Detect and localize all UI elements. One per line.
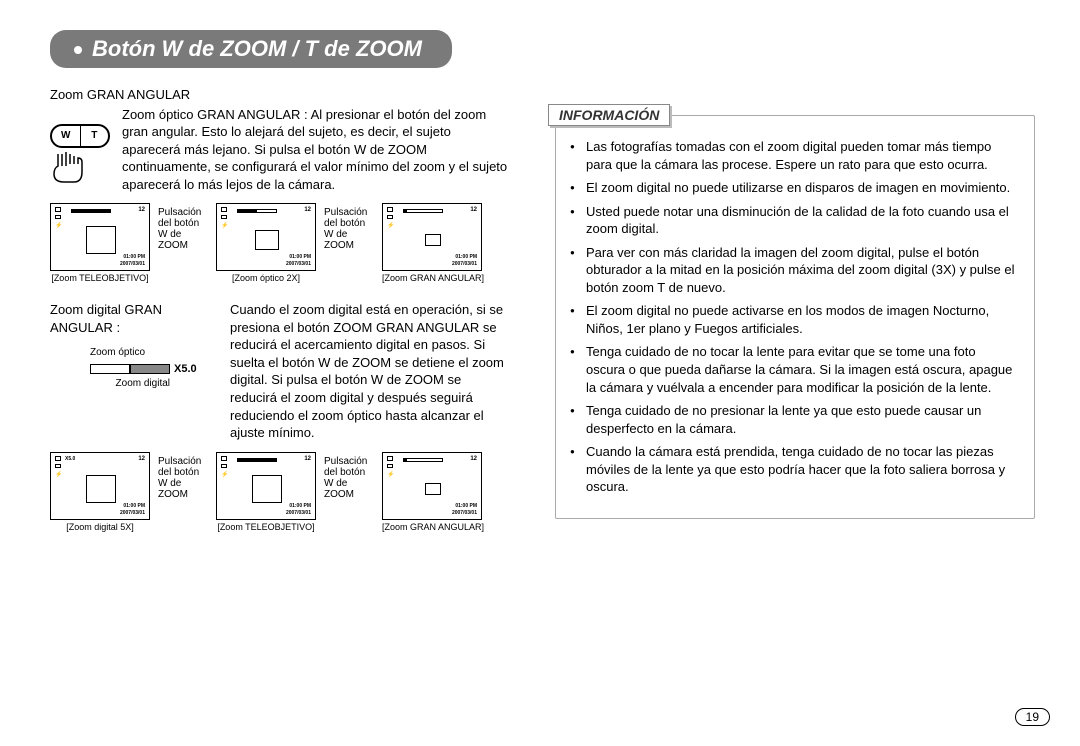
wt-button-diagram: WT [50,124,110,184]
info-item: Para ver con más claridad la imagen del … [586,244,1018,297]
para2-text: Cuando el zoom digital está en operación… [230,301,510,441]
para1-lead: Zoom óptico GRAN ANGULAR : [122,107,308,122]
para2-lead: Zoom digital GRAN ANGULAR : [50,302,162,335]
w-label: W [52,126,80,146]
heading-wide: Zoom GRAN ANGULAR [50,86,510,104]
screen-tele: ⚡ 12 01:00 PM 2007/03/01 [50,203,150,271]
screen-2x: ⚡ 12 01:00 PM 2007/03/01 [216,203,316,271]
screens-row-1: ⚡ 12 01:00 PM 2007/03/01 [Zoom TELEOBJET… [50,203,510,283]
info-item: El zoom digital no puede utilizarse en d… [586,179,1018,197]
cap-1: [Zoom TELEOBJETIVO] [50,273,150,283]
info-item: Tenga cuidado de no presionar la lente y… [586,402,1018,437]
zoom-val: X5.0 [174,362,197,377]
screen-wide2: ⚡ 12 01:00 PM 2007/03/01 [382,452,482,520]
screen-d5x: ⚡ X5.0 12 01:00 PM 2007/03/01 [50,452,150,520]
title-text: Botón W de ZOOM / T de ZOOM [92,36,422,61]
info-item: Tenga cuidado de no tocar la lente para … [586,343,1018,396]
screens-row-2: ⚡ X5.0 12 01:00 PM 2007/03/01 [Zoom digi… [50,452,510,532]
screen-tele2: ⚡ 12 01:00 PM 2007/03/01 [216,452,316,520]
zoom-indicator: Zoom óptico X5.0 Zoom digital [90,346,220,390]
page-title: Botón W de ZOOM / T de ZOOM [50,30,452,68]
cap-b3: [Zoom GRAN ANGULAR] [382,522,484,532]
cap-2: [Zoom óptico 2X] [216,273,316,283]
info-item: Usted puede notar una disminución de la … [586,203,1018,238]
cap-b1: [Zoom digital 5X] [50,522,150,532]
between-b2: Pulsación del botón W de ZOOM [324,456,374,500]
screen-wide: ⚡ 12 01:00 PM 2007/03/01 [382,203,482,271]
info-list: Las fotografías tomadas con el zoom digi… [556,138,1034,518]
zoom-digital-label: Zoom digital [90,377,170,391]
info-box: INFORMACIÓN Las fotografías tomadas con … [555,115,1035,519]
between-b1: Pulsación del botón W de ZOOM [158,456,208,500]
info-item: Cuando la cámara está prendida, tenga cu… [586,443,1018,496]
info-item: Las fotografías tomadas con el zoom digi… [586,138,1018,173]
info-item: El zoom digital no puede activarse en lo… [586,302,1018,337]
t-label: T [80,126,109,146]
hand-icon [50,150,88,184]
cap-b2: [Zoom TELEOBJETIVO] [216,522,316,532]
zoom-optical-label: Zoom óptico [90,346,220,360]
info-title: INFORMACIÓN [548,104,670,126]
between-2: Pulsación del botón W de ZOOM [324,207,374,251]
page-number: 19 [1015,708,1050,726]
between-1: Pulsación del botón W de ZOOM [158,207,208,251]
cap-3: [Zoom GRAN ANGULAR] [382,273,484,283]
